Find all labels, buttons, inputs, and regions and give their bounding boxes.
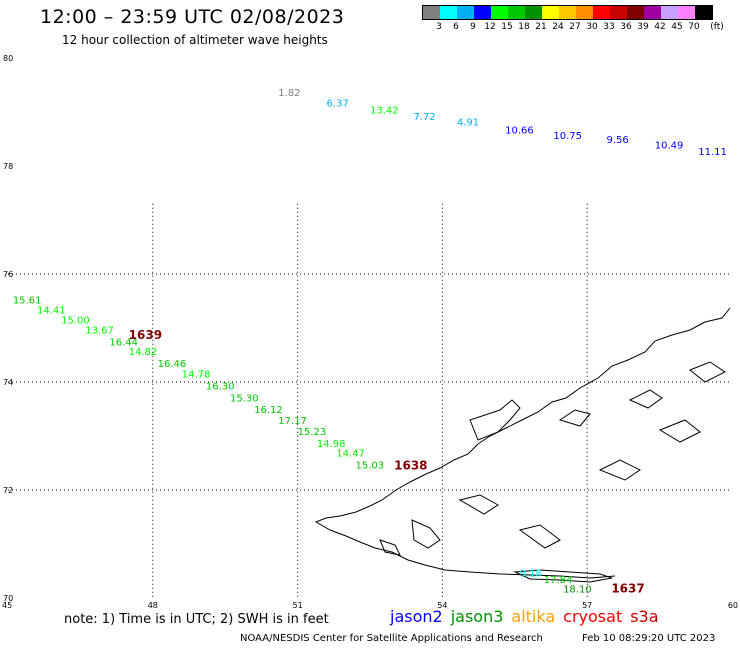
lat-label: 80 (3, 54, 13, 63)
lat-label: 74 (3, 378, 13, 387)
legend-tick: 45 (671, 22, 683, 32)
mission-legend: jason2 jason3 altika cryosat s3a (390, 607, 667, 626)
coastline (314, 307, 731, 583)
wave-height-value: 13.42 (370, 106, 399, 117)
mission-name: jason2 (390, 607, 443, 626)
legend-swatch (457, 6, 474, 19)
legend-tick: 30 (586, 22, 598, 32)
wave-height-value: 15.03 (356, 460, 385, 471)
legend-swatch (593, 6, 610, 19)
wave-height-value: 10.75 (553, 131, 582, 142)
lat-label: 78 (3, 162, 13, 171)
wave-height-labels: 1.82 6.37 13.42 7.72 4.91 10.66 10.75 9.56 10.49… (13, 88, 727, 596)
legend-tick: 21 (535, 22, 547, 32)
lon-label: 51 (293, 601, 303, 610)
legend-swatch (440, 6, 457, 19)
legend-swatch (491, 6, 508, 19)
legend-tick: 15 (501, 22, 513, 32)
legend-tick: 3 (436, 22, 442, 32)
wave-height-value: 15.23 (298, 427, 327, 438)
mission-name: altika (511, 607, 556, 626)
legend-swatch (644, 6, 661, 19)
pass-time-label: 1637 (611, 582, 644, 596)
lat-label: 76 (3, 270, 13, 279)
wave-height-value: 17.84 (544, 575, 573, 586)
legend-tick: 9 (470, 22, 476, 32)
wave-height-value: 9.56 (607, 135, 629, 146)
wave-height-value: 11.11 (698, 147, 727, 158)
legend-tick: 42 (654, 22, 666, 32)
legend-swatch (610, 6, 627, 19)
wave-height-value: 13.67 (85, 325, 114, 336)
legend-tick: 24 (552, 22, 564, 32)
legend-swatch (695, 6, 712, 19)
wave-height-value: 16.46 (158, 359, 187, 370)
legend-ticks: 3 6 9 12 15 18 21 24 27 30 33 36 39 42 45 70 (ft) (422, 20, 724, 34)
lat-lon-grid (8, 203, 732, 598)
wave-height-value: 14.47 (336, 449, 365, 460)
wave-height-value: 16.44 (109, 337, 138, 348)
wave-height-value: 14.78 (182, 370, 211, 381)
lon-label: 60 (728, 601, 738, 610)
wave-height-value: 7.72 (413, 112, 435, 123)
wave-height-value: 15.00 (61, 316, 90, 327)
lat-label: 72 (3, 486, 13, 495)
wave-height-value: 17.17 (278, 416, 307, 427)
wave-height-value: 14.98 (317, 439, 346, 450)
page-title: 12:00 – 23:59 UTC 02/08/2023 (40, 6, 345, 28)
legend-swatch (525, 6, 542, 19)
wave-height-value: 15.30 (230, 393, 259, 404)
legend-tick: 6 (453, 22, 459, 32)
legend-swatch (474, 6, 491, 19)
legend-swatch (508, 6, 525, 19)
wave-height-value: 4.91 (457, 118, 479, 129)
legend-tick: 70 (688, 22, 700, 32)
legend-tick: 39 (637, 22, 649, 32)
legend-swatch (559, 6, 576, 19)
legend-swatches (422, 5, 713, 20)
legend-swatch (542, 6, 559, 19)
legend-tick: 33 (603, 22, 615, 32)
lon-label: 45 (2, 601, 12, 610)
legend-swatch (678, 6, 695, 19)
lon-label: 54 (437, 601, 447, 610)
legend-tick: 36 (620, 22, 632, 32)
legend-tick: 18 (518, 22, 530, 32)
wave-height-value: 10.49 (655, 141, 684, 152)
mission-name: jason3 (450, 607, 504, 626)
wave-height-value: 9.18 (520, 568, 542, 579)
wave-height-value: 6.37 (327, 99, 349, 110)
color-scale-legend: 3 6 9 12 15 18 21 24 27 30 33 36 39 42 45 70 (ft) (422, 5, 724, 34)
lon-label: 48 (148, 601, 158, 610)
footer-note: note: 1) Time is in UTC; 2) SWH is in fe… (64, 612, 329, 627)
legend-swatch (627, 6, 644, 19)
footer-timestamp: Feb 10 08:29:20 UTC 2023 (582, 633, 716, 644)
page-subtitle: 12 hour collection of altimeter wave hei… (62, 33, 328, 47)
wave-height-value: 18.10 (563, 585, 592, 596)
mission-name: s3a (630, 607, 659, 626)
wave-height-value: 16.30 (206, 382, 235, 393)
legend-swatch (423, 6, 440, 19)
wave-height-value: 16.12 (254, 405, 283, 416)
pass-time-label: 1639 (129, 328, 162, 342)
legend-tick: 27 (569, 22, 581, 32)
legend-tick: (ft) (710, 22, 724, 32)
wave-height-value: 1.82 (278, 88, 300, 99)
legend-swatch (576, 6, 593, 19)
lon-label: 57 (582, 601, 592, 610)
wave-height-value: 14.41 (37, 305, 66, 316)
wave-height-value: 14.82 (129, 347, 158, 358)
pass-time-label: 1638 (394, 458, 427, 472)
lat-label: 70 (3, 594, 13, 603)
wave-height-value: 10.66 (505, 126, 534, 137)
legend-swatch (661, 6, 678, 19)
footer-credit: NOAA/NESDIS Center for Satellite Applica… (240, 633, 543, 644)
wave-height-value: 15.61 (13, 296, 42, 307)
legend-tick: 12 (484, 22, 496, 32)
mission-name: cryosat (563, 607, 623, 626)
